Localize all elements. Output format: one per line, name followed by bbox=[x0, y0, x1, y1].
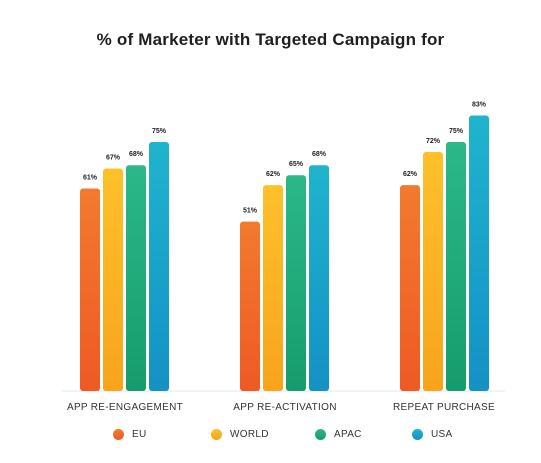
legend-swatch-apac bbox=[315, 429, 326, 440]
value-label-usa-1: 68% bbox=[312, 151, 327, 158]
legend-item-usa: USA bbox=[412, 429, 452, 440]
bar-eu-0 bbox=[80, 188, 100, 391]
legend-label-eu: EU bbox=[132, 429, 147, 440]
legend-item-eu: EU bbox=[113, 429, 147, 440]
legend-item-world: WORLD bbox=[211, 429, 269, 440]
bar-apac-2 bbox=[446, 142, 466, 391]
value-label-world-1: 62% bbox=[266, 171, 281, 178]
value-label-eu-1: 51% bbox=[243, 208, 258, 215]
value-label-apac-0: 68% bbox=[129, 151, 144, 158]
bar-world-1 bbox=[263, 185, 283, 391]
category-label-1: APP RE-ACTIVATION bbox=[233, 402, 336, 413]
bar-world-0 bbox=[103, 168, 123, 391]
bar-eu-1 bbox=[240, 221, 260, 391]
legend-swatch-eu bbox=[113, 429, 124, 440]
value-label-eu-0: 61% bbox=[83, 174, 98, 181]
bar-apac-1 bbox=[286, 175, 306, 391]
bar-usa-0 bbox=[149, 142, 169, 391]
bar-usa-2 bbox=[469, 115, 489, 391]
legend-swatch-usa bbox=[412, 429, 423, 440]
value-label-usa-2: 83% bbox=[472, 101, 487, 108]
bar-eu-2 bbox=[400, 185, 420, 391]
bar-world-2 bbox=[423, 151, 443, 391]
value-label-usa-0: 75% bbox=[152, 128, 167, 135]
legend-label-world: WORLD bbox=[230, 429, 269, 440]
labels-layer: 61% 67% 68% 75% APP RE-ENGAGEMENT 51% 62% 65% 68… bbox=[67, 101, 495, 413]
value-label-apac-1: 65% bbox=[289, 161, 304, 168]
bar-apac-0 bbox=[126, 165, 146, 391]
legend-label-apac: APAC bbox=[334, 429, 362, 440]
legend-item-apac: APAC bbox=[315, 429, 362, 440]
value-label-apac-2: 75% bbox=[449, 128, 464, 135]
legend-swatch-world bbox=[211, 429, 222, 440]
category-label-0: APP RE-ENGAGEMENT bbox=[67, 402, 183, 413]
bar-usa-1 bbox=[309, 165, 329, 391]
value-label-world-2: 72% bbox=[426, 138, 441, 145]
legend: EU WORLD APAC USA bbox=[0, 429, 541, 449]
bars-layer bbox=[80, 115, 489, 391]
chart-title: % of Marketer with Targeted Campaign for bbox=[96, 30, 445, 49]
value-label-eu-2: 62% bbox=[403, 171, 418, 178]
value-label-world-0: 67% bbox=[106, 155, 121, 162]
category-label-2: REPEAT PURCHASE bbox=[393, 402, 495, 413]
legend-label-usa: USA bbox=[431, 429, 453, 440]
